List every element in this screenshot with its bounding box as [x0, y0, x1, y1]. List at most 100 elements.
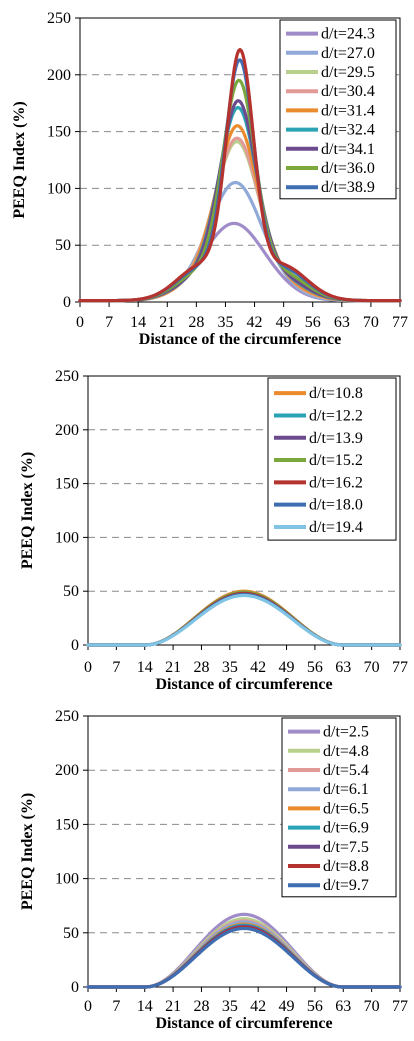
legend-label: d/t=8.8 [323, 858, 369, 875]
series-line-3 [86, 919, 402, 989]
legend-label: d/t=24.3 [321, 26, 375, 43]
x-tick-label: 0 [84, 659, 92, 676]
x-tick-label: 28 [193, 998, 209, 1015]
y-tick-label: 100 [55, 529, 79, 546]
x-tick-label: 77 [392, 659, 408, 676]
plot-area-border [87, 375, 401, 646]
y-tick-label: 200 [47, 67, 71, 84]
y-tick-label: 0 [71, 637, 79, 654]
y-tick-label: 250 [55, 368, 79, 385]
legend-label: d/t=2.5 [323, 724, 369, 741]
series-line-9 [86, 926, 402, 989]
x-tick-label: 56 [305, 314, 321, 331]
x-tick-label: 21 [165, 659, 181, 676]
y-tick-label: 50 [63, 925, 79, 942]
y-tick-label: 150 [55, 476, 79, 493]
series-line-4 [86, 920, 402, 989]
x-tick-label: 21 [165, 998, 181, 1015]
x-tick-label: 77 [392, 998, 408, 1015]
x-tick-label: 49 [279, 998, 295, 1015]
x-tick-label: 70 [364, 998, 380, 1015]
y-tick-label: 0 [63, 294, 71, 311]
y-axis-title: PEEQ Index (%) [19, 793, 36, 910]
series-line-5 [86, 922, 402, 989]
x-tick-label: 56 [307, 659, 323, 676]
series-line-7 [86, 593, 402, 647]
x-axis-title: Distance of circumference [155, 1015, 332, 1032]
series-line-2 [78, 180, 402, 303]
legend-label: d/t=10.8 [309, 385, 363, 402]
x-axis-title: Distance of the circumference [139, 331, 341, 348]
legend-label: d/t=32.4 [321, 122, 375, 139]
x-tick-label: 42 [247, 314, 263, 331]
chart-3: 0 50 100 150 200 250 0 7 14 21 28 35 42 49 56 63 70 77 Dis… [19, 708, 408, 1032]
chart-1: 0 50 100 150 200 250 0 7 14 21 28 35 42 49 56 63 70 77 Dis… [11, 10, 408, 348]
x-tick-label: 63 [335, 998, 351, 1015]
legend-label: d/t=30.4 [321, 83, 375, 100]
y-tick-label: 150 [55, 816, 79, 833]
x-axis-title: Distance of circumference [155, 676, 332, 693]
x-tick-label: 14 [130, 314, 146, 331]
legend-label: d/t=34.1 [321, 141, 375, 158]
x-tick-label: 42 [250, 659, 266, 676]
legend-label: d/t=6.5 [323, 800, 369, 817]
legend-label: d/t=16.2 [309, 474, 363, 491]
series-line-6 [86, 923, 402, 989]
series-line-2 [86, 590, 402, 647]
legend-label: d/t=6.1 [323, 781, 369, 798]
legend-label: d/t=18.0 [309, 497, 363, 514]
series-line-10 [78, 47, 402, 303]
y-tick-label: 50 [63, 583, 79, 600]
y-tick-label: 100 [55, 871, 79, 888]
y-tick-label: 250 [47, 10, 71, 27]
y-tick-label: 0 [71, 979, 79, 996]
x-tick-label: 7 [112, 998, 120, 1015]
legend-label: d/t=9.7 [323, 877, 369, 894]
x-tick-label: 56 [307, 998, 323, 1015]
x-tick-label: 49 [276, 314, 292, 331]
x-tick-label: 14 [137, 998, 153, 1015]
x-tick-label: 63 [334, 314, 350, 331]
legend-label: d/t=13.9 [309, 430, 363, 447]
series-line-1 [86, 589, 402, 647]
x-tick-label: 49 [279, 659, 295, 676]
x-tick-label: 7 [105, 314, 113, 331]
legend-label: d/t=31.4 [321, 102, 375, 119]
x-tick-label: 28 [188, 314, 204, 331]
legend-label: d/t=5.4 [323, 762, 369, 779]
y-axis-title: PEEQ Index (%) [19, 452, 36, 569]
legend-label: d/t=19.4 [309, 519, 363, 536]
x-tick-label: 35 [222, 998, 238, 1015]
x-tick-label: 28 [193, 659, 209, 676]
series-line-4 [86, 590, 402, 647]
chart-2: 0 50 100 150 200 250 0 7 14 21 28 35 42 49 56 63 70 77 Dis… [19, 368, 408, 693]
x-tick-label: 70 [364, 659, 380, 676]
x-tick-label: 0 [84, 998, 92, 1015]
legend-label: d/t=36.0 [321, 160, 375, 177]
series-line-5 [86, 591, 402, 647]
legend-label: d/t=15.2 [309, 452, 363, 469]
x-tick-label: 70 [363, 314, 379, 331]
legend-label: d/t=27.0 [321, 45, 375, 62]
legend-label: d/t=4.8 [323, 743, 369, 760]
x-tick-label: 35 [217, 314, 233, 331]
legend-label: d/t=38.9 [321, 179, 375, 196]
y-tick-label: 150 [47, 124, 71, 141]
x-tick-label: 77 [392, 314, 408, 331]
y-tick-label: 200 [55, 422, 79, 439]
x-tick-label: 7 [112, 659, 120, 676]
series-line-3 [86, 591, 402, 647]
y-tick-label: 250 [55, 708, 79, 725]
series-line-1 [78, 221, 402, 303]
x-tick-label: 0 [76, 314, 84, 331]
y-tick-label: 200 [55, 762, 79, 779]
y-tick-label: 100 [47, 180, 71, 197]
x-tick-label: 21 [159, 314, 175, 331]
y-tick-label: 50 [55, 237, 71, 254]
series-line-6 [86, 592, 402, 647]
series-line-7 [86, 924, 402, 989]
legend-label: d/t=12.2 [309, 407, 363, 424]
x-tick-label: 14 [137, 659, 153, 676]
legend-label: d/t=29.5 [321, 64, 375, 81]
